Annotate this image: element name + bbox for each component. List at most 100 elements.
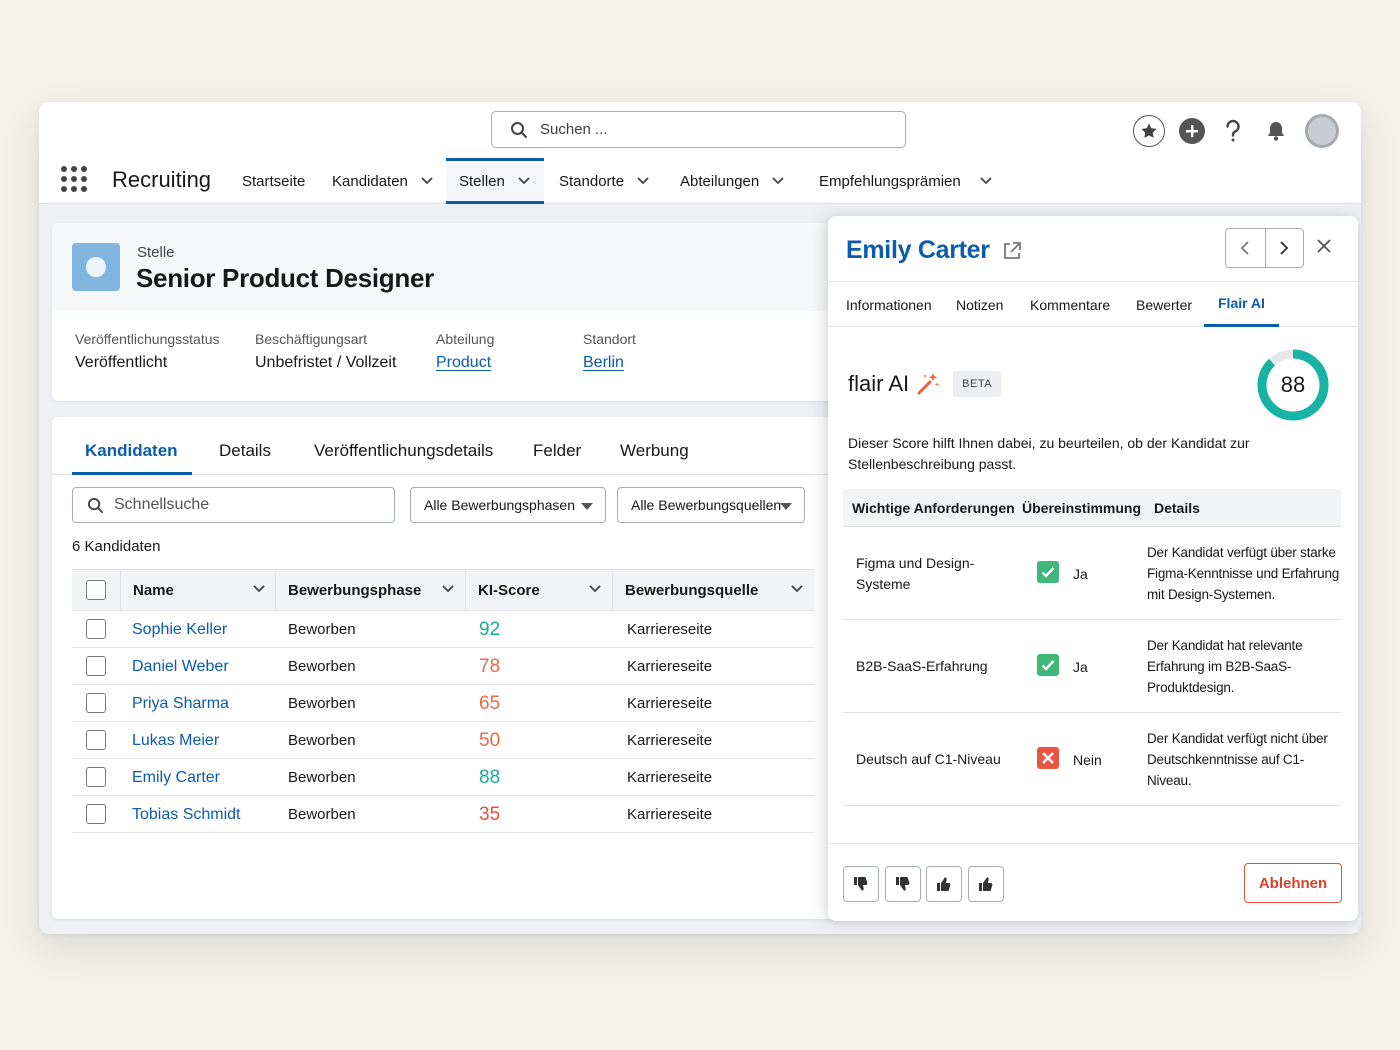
thumbs-down-icon xyxy=(854,877,868,891)
candidate-source: Karriereseite xyxy=(627,695,713,712)
table-row: Sophie Keller Beworben 92 Karriereseite xyxy=(72,611,814,648)
candidate-score: 88 xyxy=(479,766,501,788)
match-text: Ja xyxy=(1073,658,1088,675)
strong-dislike-button[interactable] xyxy=(843,866,879,902)
panel-tab-notizen[interactable]: Notizen xyxy=(956,296,1004,313)
thumbs-up-icon xyxy=(979,877,993,891)
requirement-text: Deutsch auf C1-Niveau xyxy=(856,751,1001,767)
chevron-down-icon[interactable] xyxy=(790,584,804,594)
nav-item-abteilungen[interactable]: Abteilungen xyxy=(680,158,785,204)
tab-felder[interactable]: Felder xyxy=(533,441,582,460)
candidate-name-link[interactable]: Sophie Keller xyxy=(132,620,228,638)
requirement-row: Deutsch auf C1-Niveau Nein Der Kandidat … xyxy=(843,713,1341,806)
panel-tab-informationen[interactable]: Informationen xyxy=(846,296,932,313)
req-column-label: Wichtige Anforderungen xyxy=(852,500,1015,516)
notifications-bell-icon[interactable] xyxy=(1261,115,1291,147)
requirement-text: B2B-SaaS-Erfahrung xyxy=(856,658,988,674)
nav-item-kandidaten[interactable]: Kandidaten xyxy=(332,158,434,204)
field-label: Abteilung xyxy=(436,331,495,347)
panel-footer: Ablehnen xyxy=(828,843,1358,921)
details-column-label: Details xyxy=(1154,500,1200,516)
job-record-icon xyxy=(72,243,120,291)
panel-tab-bewerter[interactable]: Bewerter xyxy=(1136,296,1193,313)
candidate-phase: Beworben xyxy=(288,806,356,823)
nav-item-standorte[interactable]: Standorte xyxy=(559,158,650,204)
abteilung-link[interactable]: Product xyxy=(436,354,492,371)
requirement-details: Der Kandidat verfügt über starke Figma-K… xyxy=(1147,545,1340,602)
row-checkbox[interactable] xyxy=(86,619,106,639)
panel-tab-flair-ai[interactable]: Flair AI xyxy=(1204,282,1279,327)
field-beschaeftigungsart: Beschäftigungsart Unbefristet / Vollzeit xyxy=(255,331,396,372)
chevron-down-icon[interactable] xyxy=(588,584,602,594)
row-checkbox[interactable] xyxy=(86,804,106,824)
global-search-placeholder: Suchen ... xyxy=(540,121,608,138)
global-search-input[interactable]: Suchen ... xyxy=(491,111,906,148)
column-label: Bewerbungsphase xyxy=(288,581,422,599)
add-plus-icon[interactable] xyxy=(1179,118,1205,144)
column-header-ki-score[interactable]: KI-Score xyxy=(465,570,612,610)
filter-bewerbungsphasen-select[interactable]: Alle Bewerbungsphasen xyxy=(410,487,606,523)
nav-item-stellen[interactable]: Stellen xyxy=(446,158,544,204)
tab-veroeffentlichungsdetails[interactable]: Veröffentlichungsdetails xyxy=(314,441,494,460)
check-icon xyxy=(1037,561,1059,583)
column-header-bewerbungsphase[interactable]: Bewerbungsphase xyxy=(275,570,465,610)
tab-kandidaten[interactable]: Kandidaten xyxy=(72,435,192,475)
previous-record-button[interactable] xyxy=(1226,229,1265,267)
app-launcher-waffle-icon[interactable] xyxy=(61,166,87,192)
quick-search-input[interactable]: Schnellsuche xyxy=(72,487,395,523)
search-icon xyxy=(511,121,527,138)
candidate-name-link[interactable]: Daniel Weber xyxy=(132,657,229,675)
select-all-checkbox[interactable] xyxy=(86,580,106,600)
candidate-name-link[interactable]: Lukas Meier xyxy=(132,731,220,749)
chevron-left-icon xyxy=(1240,241,1249,255)
chevron-down-icon[interactable] xyxy=(252,584,266,594)
candidate-name-link[interactable]: Tobias Schmidt xyxy=(132,805,241,823)
filter-bewerbungsquellen-select[interactable]: Alle Bewerbungsquellen xyxy=(617,487,805,523)
chevron-down-icon[interactable] xyxy=(979,176,993,186)
next-record-button[interactable] xyxy=(1264,229,1304,267)
panel-tab-kommentare[interactable]: Kommentare xyxy=(1030,296,1111,313)
candidate-source: Karriereseite xyxy=(627,806,713,823)
candidate-phase: Beworben xyxy=(288,732,356,749)
chevron-down-icon[interactable] xyxy=(771,176,785,186)
candidate-name-link[interactable]: Emily Carter xyxy=(132,768,221,786)
tab-werbung[interactable]: Werbung xyxy=(620,441,689,460)
requirement-text: Figma und Design-Systeme xyxy=(856,554,975,592)
user-avatar[interactable] xyxy=(1305,114,1339,148)
nav-item-empfehlungspraemien[interactable]: Empfehlungsprämien xyxy=(819,158,993,204)
score-value: 88 xyxy=(1280,372,1306,397)
column-header-bewerbungsquelle[interactable]: Bewerbungsquelle xyxy=(612,570,814,610)
row-checkbox[interactable] xyxy=(86,767,106,787)
help-question-icon[interactable] xyxy=(1219,115,1247,147)
nav-item-startseite[interactable]: Startseite xyxy=(242,158,305,204)
tab-details[interactable]: Details xyxy=(219,441,271,460)
close-panel-button[interactable] xyxy=(1316,238,1332,259)
favorites-star-icon[interactable] xyxy=(1133,115,1165,147)
chevron-down-icon[interactable] xyxy=(636,176,650,186)
candidate-name-link[interactable]: Priya Sharma xyxy=(132,694,229,712)
row-checkbox[interactable] xyxy=(86,693,106,713)
chevron-down-icon[interactable] xyxy=(517,176,531,186)
external-link-icon[interactable] xyxy=(1002,241,1022,261)
row-checkbox[interactable] xyxy=(86,656,106,676)
chevron-down-icon[interactable] xyxy=(441,584,455,594)
like-button[interactable] xyxy=(926,866,962,902)
score-description: Dieser Score hilft Ihnen dabei, zu beurt… xyxy=(848,435,1250,472)
global-header: Suchen ... Recruiting Startseite xyxy=(39,102,1361,204)
panel-candidate-name-link[interactable]: Emily Carter xyxy=(846,236,1022,265)
panel-tabs: Informationen Notizen Kommentare Bewerte… xyxy=(828,281,1358,327)
field-label: Beschäftigungsart xyxy=(255,331,368,347)
chevron-down-icon[interactable] xyxy=(420,176,434,186)
requirement-row: B2B-SaaS-Erfahrung Ja Der Kandidat hat r… xyxy=(843,620,1341,713)
requirements-table: Wichtige Anforderungen Übereinstimmung D… xyxy=(843,489,1341,806)
table-row: Lukas Meier Beworben 50 Karriereseite xyxy=(72,722,814,759)
quick-search-placeholder: Schnellsuche xyxy=(114,496,210,513)
strong-like-button[interactable] xyxy=(968,866,1004,902)
standort-link[interactable]: Berlin xyxy=(583,354,624,371)
dislike-button[interactable] xyxy=(885,866,921,902)
column-header-name[interactable]: Name xyxy=(120,570,276,610)
match-text: Nein xyxy=(1073,751,1102,768)
row-checkbox[interactable] xyxy=(86,730,106,750)
reject-button[interactable]: Ablehnen xyxy=(1244,863,1342,903)
panel-record-nav xyxy=(1225,228,1304,268)
